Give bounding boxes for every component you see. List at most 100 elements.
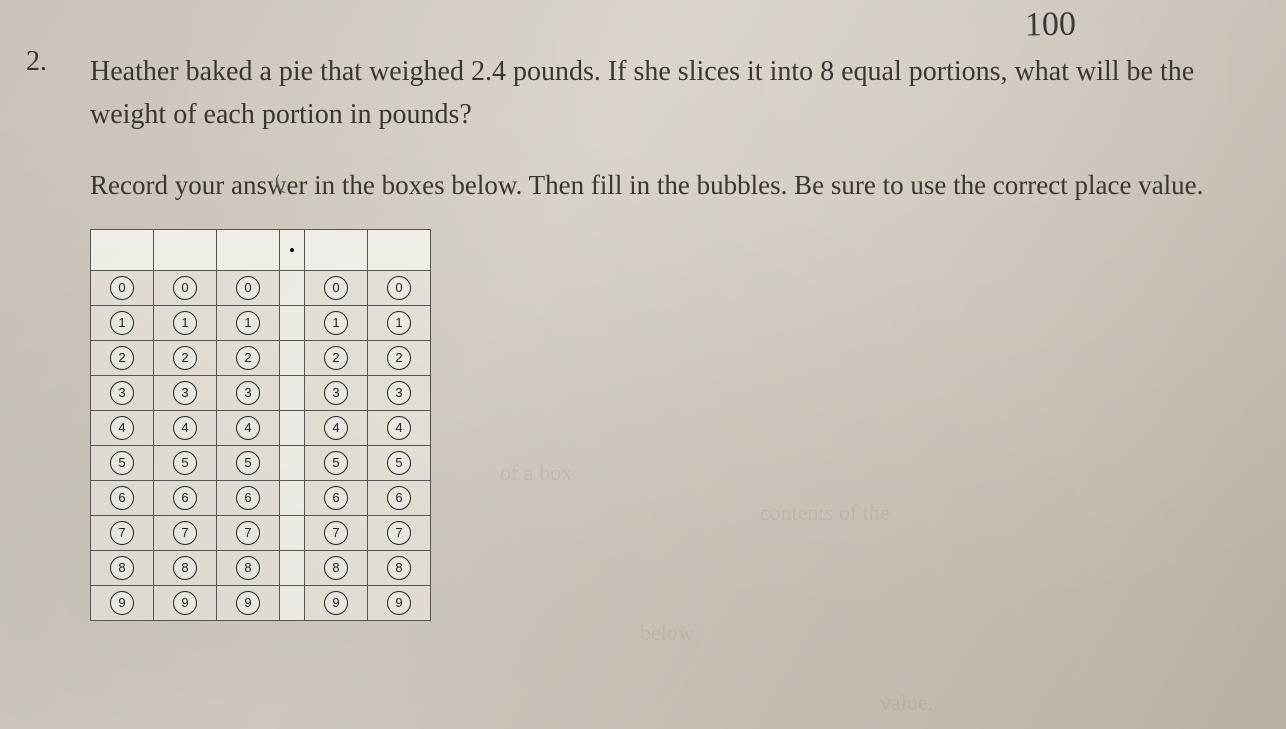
bubble-2-col0[interactable]: 2 (110, 346, 134, 370)
bubble-cell[interactable]: 5 (154, 445, 217, 480)
bubble-5-col4[interactable]: 5 (324, 451, 348, 475)
answer-header-cell[interactable] (217, 229, 280, 270)
answer-header-cell[interactable] (368, 229, 431, 270)
bubble-4-col1[interactable]: 4 (173, 416, 197, 440)
bubble-0-col2[interactable]: 0 (236, 276, 260, 300)
bubble-0-col5[interactable]: 0 (387, 276, 411, 300)
bubble-8-col1[interactable]: 8 (173, 556, 197, 580)
bubble-7-col1[interactable]: 7 (173, 521, 197, 545)
bubble-6-col5[interactable]: 6 (387, 486, 411, 510)
bubble-4-col2[interactable]: 4 (236, 416, 260, 440)
bubble-5-col2[interactable]: 5 (236, 451, 260, 475)
bubble-cell[interactable]: 4 (154, 410, 217, 445)
bubble-7-col2[interactable]: 7 (236, 521, 260, 545)
bubble-cell[interactable]: 2 (368, 340, 431, 375)
bubble-cell[interactable]: 8 (91, 550, 154, 585)
bubble-cell[interactable]: 0 (154, 270, 217, 305)
bubble-cell[interactable]: 4 (305, 410, 368, 445)
bubble-cell[interactable]: 6 (154, 480, 217, 515)
bubble-8-col4[interactable]: 8 (324, 556, 348, 580)
bubble-3-col4[interactable]: 3 (324, 381, 348, 405)
bubble-cell[interactable]: 9 (217, 585, 280, 620)
bubble-2-col4[interactable]: 2 (324, 346, 348, 370)
bubble-5-col1[interactable]: 5 (173, 451, 197, 475)
bubble-8-col2[interactable]: 8 (236, 556, 260, 580)
bubble-0-col0[interactable]: 0 (110, 276, 134, 300)
bubble-cell[interactable]: 5 (368, 445, 431, 480)
bubble-1-col0[interactable]: 1 (110, 311, 134, 335)
bubble-cell[interactable]: 4 (217, 410, 280, 445)
bubble-4-col4[interactable]: 4 (324, 416, 348, 440)
bubble-cell[interactable]: 4 (91, 410, 154, 445)
bubble-7-col4[interactable]: 7 (324, 521, 348, 545)
bubble-cell[interactable]: 3 (305, 375, 368, 410)
bubble-cell[interactable]: 4 (368, 410, 431, 445)
bubble-cell[interactable]: 3 (368, 375, 431, 410)
bubble-cell[interactable]: 9 (91, 585, 154, 620)
bubble-cell[interactable]: 7 (217, 515, 280, 550)
bubble-cell[interactable]: 6 (368, 480, 431, 515)
bubble-cell[interactable]: 5 (305, 445, 368, 480)
bubble-cell[interactable]: 8 (217, 550, 280, 585)
bubble-cell[interactable]: 8 (368, 550, 431, 585)
bubble-cell[interactable]: 1 (217, 305, 280, 340)
bubble-9-col1[interactable]: 9 (173, 591, 197, 615)
bubble-3-col1[interactable]: 3 (173, 381, 197, 405)
bubble-2-col5[interactable]: 2 (387, 346, 411, 370)
bubble-cell[interactable]: 8 (154, 550, 217, 585)
bubble-9-col2[interactable]: 9 (236, 591, 260, 615)
bubble-6-col1[interactable]: 6 (173, 486, 197, 510)
bubble-cell[interactable]: 1 (305, 305, 368, 340)
bubble-cell[interactable]: 3 (217, 375, 280, 410)
bubble-cell[interactable]: 2 (217, 340, 280, 375)
bubble-cell[interactable]: 9 (305, 585, 368, 620)
bubble-8-col0[interactable]: 8 (110, 556, 134, 580)
bubble-6-col0[interactable]: 6 (110, 486, 134, 510)
bubble-cell[interactable]: 1 (368, 305, 431, 340)
bubble-4-col0[interactable]: 4 (110, 416, 134, 440)
answer-header-cell[interactable] (91, 229, 154, 270)
bubble-3-col5[interactable]: 3 (387, 381, 411, 405)
bubble-7-col5[interactable]: 7 (387, 521, 411, 545)
bubble-6-col4[interactable]: 6 (324, 486, 348, 510)
bubble-cell[interactable]: 7 (91, 515, 154, 550)
bubble-6-col2[interactable]: 6 (236, 486, 260, 510)
bubble-cell[interactable]: 0 (217, 270, 280, 305)
bubble-cell[interactable]: 6 (91, 480, 154, 515)
bubble-answer-grid[interactable]: .000001111122222333334444455555666667777… (90, 229, 431, 621)
bubble-cell[interactable]: 7 (305, 515, 368, 550)
bubble-cell[interactable]: 2 (154, 340, 217, 375)
answer-header-cell[interactable] (154, 229, 217, 270)
bubble-cell[interactable]: 9 (368, 585, 431, 620)
bubble-cell[interactable]: 1 (91, 305, 154, 340)
bubble-cell[interactable]: 3 (91, 375, 154, 410)
bubble-1-col5[interactable]: 1 (387, 311, 411, 335)
bubble-cell[interactable]: 5 (91, 445, 154, 480)
bubble-cell[interactable]: 5 (217, 445, 280, 480)
bubble-cell[interactable]: 6 (217, 480, 280, 515)
bubble-cell[interactable]: 0 (91, 270, 154, 305)
bubble-cell[interactable]: 8 (305, 550, 368, 585)
bubble-0-col4[interactable]: 0 (324, 276, 348, 300)
bubble-8-col5[interactable]: 8 (387, 556, 411, 580)
bubble-4-col5[interactable]: 4 (387, 416, 411, 440)
bubble-cell[interactable]: 7 (154, 515, 217, 550)
bubble-1-col4[interactable]: 1 (324, 311, 348, 335)
bubble-5-col0[interactable]: 5 (110, 451, 134, 475)
bubble-cell[interactable]: 0 (305, 270, 368, 305)
bubble-cell[interactable]: 0 (368, 270, 431, 305)
answer-header-cell[interactable] (305, 229, 368, 270)
bubble-cell[interactable]: 9 (154, 585, 217, 620)
bubble-2-col2[interactable]: 2 (236, 346, 260, 370)
bubble-cell[interactable]: 3 (154, 375, 217, 410)
bubble-5-col5[interactable]: 5 (387, 451, 411, 475)
bubble-9-col4[interactable]: 9 (324, 591, 348, 615)
bubble-9-col0[interactable]: 9 (110, 591, 134, 615)
bubble-cell[interactable]: 2 (305, 340, 368, 375)
bubble-cell[interactable]: 6 (305, 480, 368, 515)
bubble-7-col0[interactable]: 7 (110, 521, 134, 545)
bubble-9-col5[interactable]: 9 (387, 591, 411, 615)
bubble-1-col1[interactable]: 1 (173, 311, 197, 335)
bubble-3-col0[interactable]: 3 (110, 381, 134, 405)
bubble-0-col1[interactable]: 0 (173, 276, 197, 300)
